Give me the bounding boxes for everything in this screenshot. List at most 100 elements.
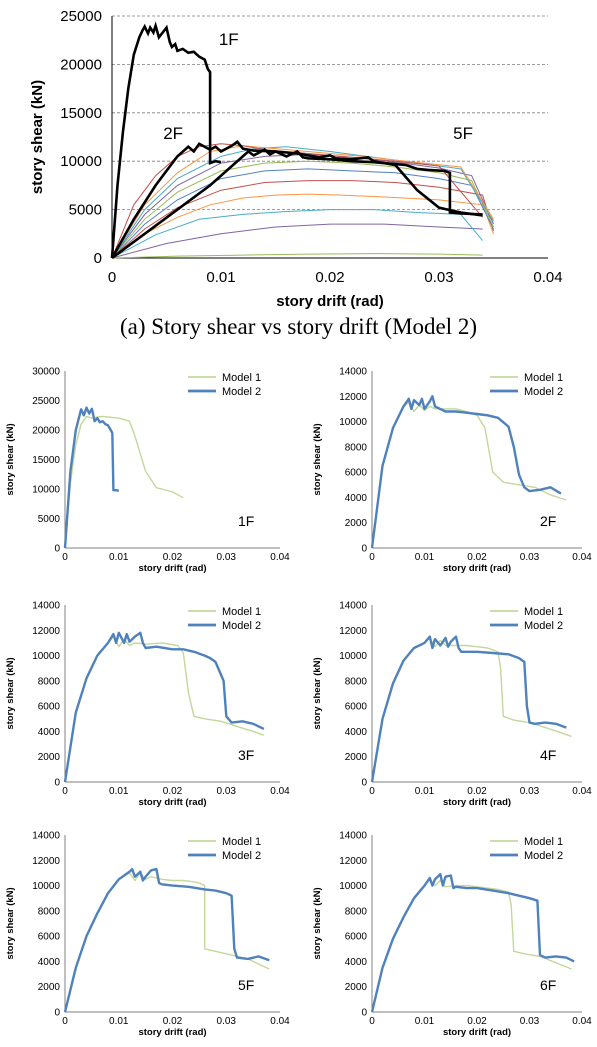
- x-axis-title: story drift (rad): [276, 293, 384, 310]
- series-line-model-2: [63, 631, 265, 783]
- x-tick-label: 0.02: [163, 786, 183, 797]
- y-tick-label: 4000: [38, 727, 61, 738]
- main-chart-svg: 0 5000 10000 15000 20000 25000 0 0.01 0.02 0.03 0.…: [29, 8, 563, 310]
- y-tick-label: 0: [361, 778, 367, 789]
- series-line-model-2: [370, 635, 567, 783]
- y-tick-label: 20000: [60, 56, 102, 73]
- y-tick-label: 6000: [38, 702, 61, 713]
- x-tick-label: 0.01: [109, 786, 129, 797]
- subchart-5f: 0 2000 4000 6000 8000 10000 12000 14000 0 0.01 0.0…: [0, 820, 300, 1042]
- y-tick-label: 12000: [32, 856, 60, 867]
- y-tick-label: 10000: [339, 651, 367, 662]
- x-tick-label: 0.02: [467, 552, 487, 563]
- x-tick-label: 0.02: [315, 269, 344, 286]
- x-tick-label: 0.03: [520, 786, 540, 797]
- subchart-6f-svg: 0 2000 4000 6000 8000 10000 12000 14000 0 0.01 0.0…: [312, 831, 592, 1039]
- y-tick-label: 8000: [345, 442, 368, 453]
- thin-series-line: [111, 223, 483, 259]
- x-tick-label: 0.02: [467, 1016, 487, 1027]
- y-axis-title: story shear (kN): [5, 657, 16, 729]
- subchart-2f-svg: 0 2000 4000 6000 8000 10000 12000 14000 0 0.01 0.0…: [312, 367, 592, 575]
- y-tick-label: 2000: [345, 982, 368, 993]
- x-tick-label: 0.01: [415, 1016, 435, 1027]
- subchart-3f: 0 2000 4000 6000 8000 10000 12000 14000 0 0.01 0.0…: [0, 590, 300, 810]
- series-line-model-2: [370, 873, 575, 1013]
- thin-series-line: [111, 193, 494, 259]
- y-tick-label: 12000: [32, 626, 60, 637]
- y-tick-label: 6000: [38, 932, 61, 943]
- x-tick-label: 0.03: [217, 552, 237, 563]
- subchart-1f-svg: 0 5000 10000 15000 20000 25000 30000 0 0.01 0.02 0…: [5, 367, 290, 575]
- legend-label: Model 1: [222, 836, 261, 848]
- legend-label: Model 2: [524, 620, 563, 632]
- legend-label: Model 2: [524, 850, 563, 862]
- subchart-6f: 0 2000 4000 6000 8000 10000 12000 14000 0 0.01 0.0…: [307, 820, 597, 1042]
- y-tick-label: 0: [94, 250, 102, 267]
- y-tick-label: 8000: [345, 676, 368, 687]
- y-tick-label: 8000: [38, 906, 61, 917]
- y-tick-label: 2000: [38, 752, 61, 763]
- y-tick-label: 14000: [32, 601, 60, 612]
- y-tick-label: 14000: [339, 831, 367, 842]
- y-axis-title: story shear (kN): [29, 80, 46, 194]
- highlighted-series-1f: [110, 21, 222, 259]
- y-tick-label: 10000: [60, 153, 102, 170]
- y-tick-label: 12000: [339, 856, 367, 867]
- y-tick-label: 4000: [345, 493, 368, 504]
- floor-annotation: 5F: [453, 124, 473, 143]
- y-axis-title: story shear (kN): [5, 423, 16, 495]
- legend-label: Model 2: [222, 850, 261, 862]
- y-tick-label: 30000: [32, 367, 60, 378]
- legend-label: Model 1: [222, 606, 261, 618]
- y-tick-label: 12000: [339, 626, 367, 637]
- x-tick-label: 0: [369, 552, 375, 563]
- x-tick-label: 0.03: [217, 786, 237, 797]
- y-tick-label: 4000: [38, 957, 61, 968]
- y-tick-label: 10000: [32, 881, 60, 892]
- floor-label: 2F: [540, 513, 556, 529]
- y-tick-label: 2000: [345, 518, 368, 529]
- series-line-model-1: [64, 415, 184, 549]
- subchart-4f: 0 2000 4000 6000 8000 10000 12000 14000 0 0.01 0.0…: [307, 590, 597, 810]
- thin-series-line: [111, 253, 483, 259]
- floor-label: 5F: [238, 977, 254, 993]
- x-axis-title: story drift (rad): [138, 1027, 206, 1038]
- x-axis-title: story drift (rad): [138, 797, 206, 808]
- floor-label: 1F: [238, 513, 254, 529]
- y-tick-label: 5000: [38, 514, 61, 525]
- x-axis-title: story drift (rad): [443, 563, 511, 574]
- highlighted-series-5f: [111, 148, 483, 260]
- legend-label: Model 1: [524, 372, 563, 384]
- x-axis-title: story drift (rad): [443, 1027, 511, 1038]
- y-tick-label: 10000: [339, 881, 367, 892]
- y-tick-label: 25000: [32, 396, 60, 407]
- floor-label: 4F: [540, 747, 556, 763]
- y-tick-label: 0: [361, 1008, 367, 1019]
- x-tick-label: 0.02: [163, 552, 183, 563]
- main-chart: 0 5000 10000 15000 20000 25000 0 0.01 0.02 0.03 0.…: [0, 0, 597, 314]
- x-tick-label: 0.03: [520, 552, 540, 563]
- y-tick-label: 6000: [345, 468, 368, 479]
- x-axis-title: story drift (rad): [138, 563, 206, 574]
- x-tick-label: 0.04: [572, 1016, 592, 1027]
- y-tick-label: 2000: [345, 752, 368, 763]
- floor-annotation: 2F: [163, 124, 183, 143]
- x-tick-label: 0.01: [109, 1016, 129, 1027]
- x-axis-title: story drift (rad): [443, 797, 511, 808]
- y-tick-label: 6000: [345, 932, 368, 943]
- series-line-model-2: [370, 395, 562, 549]
- y-tick-label: 10000: [339, 417, 367, 428]
- chart-caption: (a) Story shear vs story drift (Model 2): [119, 314, 478, 339]
- x-tick-label: 0.02: [467, 786, 487, 797]
- series-line-model-1: [371, 401, 567, 549]
- y-axis-title: story shear (kN): [312, 423, 323, 495]
- thin-series-line: [111, 180, 494, 259]
- y-tick-label: 0: [54, 1008, 60, 1019]
- y-tick-label: 15000: [32, 455, 60, 466]
- y-tick-label: 8000: [38, 676, 61, 687]
- x-tick-label: 0.02: [163, 1016, 183, 1027]
- floor-annotation: 1F: [219, 30, 239, 49]
- x-tick-label: 0.04: [270, 1016, 290, 1027]
- y-axis-title: story shear (kN): [312, 887, 323, 959]
- y-tick-label: 10000: [32, 651, 60, 662]
